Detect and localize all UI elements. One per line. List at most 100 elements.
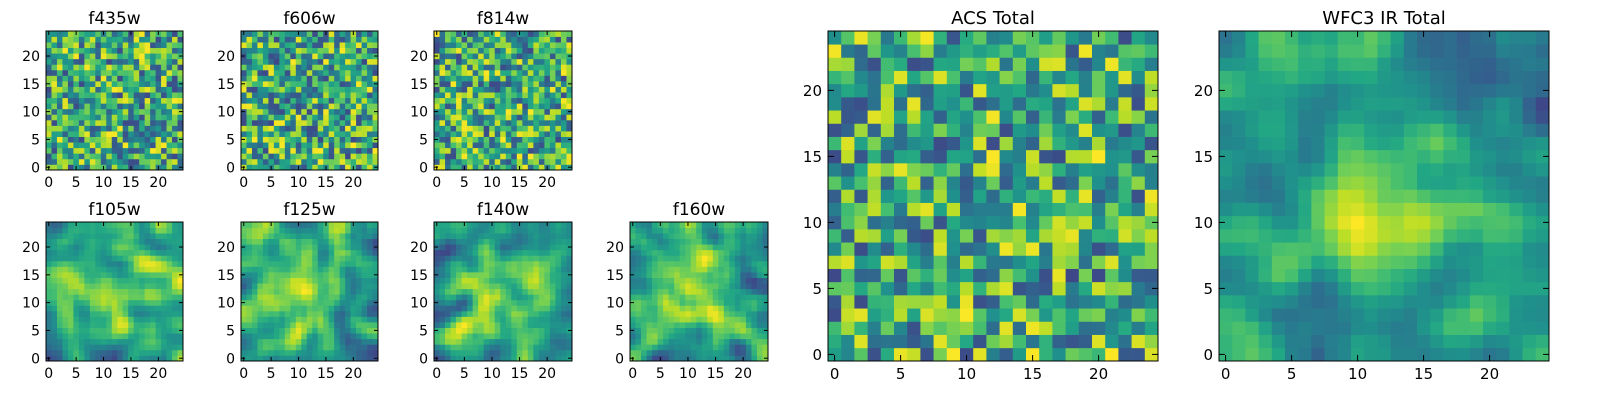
heatmap-cell (295, 42, 302, 49)
heatmap-cell (95, 288, 102, 295)
heatmap-cell (56, 108, 63, 115)
heatmap-cell (56, 58, 63, 65)
heatmap-cell (663, 255, 669, 262)
heatmap-cell (150, 260, 156, 267)
heatmap-cell (544, 64, 551, 71)
heatmap-cell (685, 288, 692, 295)
heatmap-cell (544, 53, 551, 60)
heatmap-cell (372, 288, 379, 295)
heatmap-cell (690, 310, 697, 317)
heatmap-cell (505, 272, 512, 278)
heatmap-cell (472, 299, 479, 306)
heatmap-cell (456, 283, 462, 290)
heatmap-cell (334, 158, 340, 165)
y-tick-label: 20 (22, 240, 40, 256)
heatmap-cell (372, 260, 379, 267)
heatmap-cell (117, 294, 124, 301)
heatmap-cell (533, 136, 540, 143)
heatmap-cell (122, 108, 129, 115)
heatmap-cell (439, 31, 446, 37)
heatmap-cell (511, 349, 518, 356)
heatmap-cell (646, 310, 653, 317)
heatmap-cell (472, 272, 479, 278)
heatmap-cell (122, 153, 129, 160)
heatmap-cell (1026, 242, 1040, 256)
heatmap-cell (172, 294, 178, 301)
heatmap-cell (268, 288, 275, 295)
heatmap-cell (522, 277, 529, 284)
heatmap-cell (555, 316, 562, 323)
heatmap-cell (62, 272, 69, 278)
heatmap-cell (306, 92, 313, 99)
heatmap-cell (106, 299, 113, 306)
heatmap-cell (674, 255, 681, 262)
heatmap-cell (67, 305, 74, 312)
heatmap-cell (144, 355, 151, 362)
heatmap-cell (262, 69, 269, 76)
heatmap-cell (67, 142, 74, 149)
heatmap-cell (241, 36, 247, 43)
heatmap-cell (1026, 268, 1040, 283)
heatmap-cell (284, 249, 291, 256)
heatmap-cell (478, 260, 485, 267)
heatmap-cell (522, 114, 529, 121)
heatmap-cell (1131, 321, 1146, 335)
heatmap-cell (262, 114, 269, 121)
heatmap-cell (516, 114, 523, 121)
heatmap-cell (494, 164, 501, 171)
heatmap-cell (290, 260, 297, 267)
heatmap-cell (635, 305, 642, 312)
heatmap-cell (56, 249, 63, 256)
heatmap-cell (500, 260, 507, 267)
heatmap-cell (372, 338, 379, 345)
heatmap-cell (323, 344, 330, 351)
heatmap-cell (295, 288, 302, 295)
heatmap-cell (339, 266, 346, 273)
heatmap-cell (657, 260, 664, 267)
heatmap-cell (67, 294, 74, 301)
heatmap-cell (301, 69, 308, 76)
heatmap-cell (257, 131, 264, 137)
heatmap-cell (867, 255, 882, 269)
heatmap-cell (527, 227, 534, 234)
heatmap-cell (372, 69, 379, 76)
heatmap-cell (161, 81, 167, 87)
heatmap-cell (172, 42, 178, 49)
heatmap-cell (933, 347, 948, 362)
heatmap-cell (46, 227, 52, 234)
heatmap-cell (685, 299, 692, 306)
heatmap-cell (279, 75, 286, 82)
heatmap-cell (339, 136, 346, 143)
heatmap-cell (718, 260, 725, 267)
heatmap-cell (128, 114, 135, 121)
heatmap-cell (133, 322, 140, 328)
heatmap-cell (434, 119, 440, 126)
heatmap-cell (62, 142, 69, 149)
x-tick-label: 5 (267, 366, 276, 382)
heatmap-cell (361, 108, 368, 115)
heatmap-cell (505, 222, 512, 228)
heatmap-cell (177, 249, 184, 256)
heatmap-cell (133, 97, 140, 104)
heatmap-cell (139, 108, 145, 115)
heatmap-cell (89, 47, 96, 54)
heatmap-cell (1052, 229, 1066, 243)
heatmap-cell (284, 147, 291, 154)
heatmap-cell (284, 64, 291, 71)
heatmap-cell (751, 299, 758, 306)
heatmap-cell (111, 238, 118, 245)
heatmap-cell (241, 114, 247, 121)
heatmap-cell (461, 266, 468, 273)
heatmap-cell (295, 310, 302, 317)
heatmap-cell (467, 164, 473, 171)
heatmap-cell (106, 69, 113, 76)
heatmap-cell (960, 334, 974, 349)
heatmap-cell (262, 153, 269, 160)
heatmap-cell (679, 305, 686, 312)
heatmap-cell (350, 299, 357, 306)
heatmap-cell (251, 283, 258, 290)
heatmap-cell (150, 114, 156, 121)
heatmap-cell (122, 349, 129, 356)
heatmap-cell (527, 75, 534, 82)
heatmap-cell (533, 233, 540, 240)
